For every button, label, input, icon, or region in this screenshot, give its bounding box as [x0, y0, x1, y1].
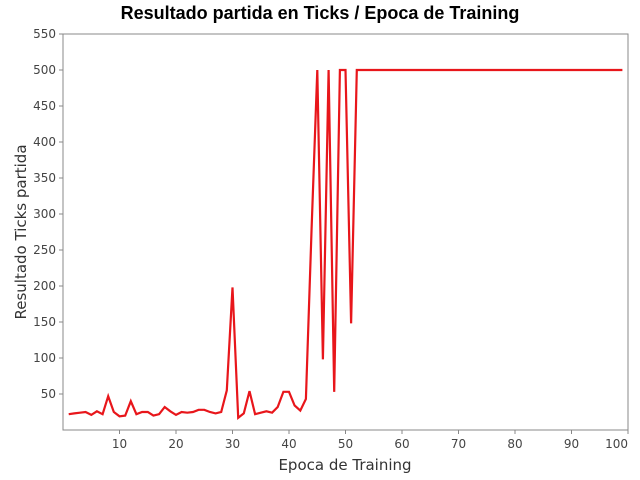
x-tick-label: 10 — [112, 437, 127, 451]
y-tick-label: 250 — [33, 243, 56, 257]
x-tick-label: 70 — [451, 437, 466, 451]
x-tick-label: 40 — [281, 437, 296, 451]
y-axis: 50 100 150 200 250 300 350 400 450 500 550 — [33, 27, 63, 401]
y-tick-label: 50 — [41, 387, 56, 401]
y-tick-label: 100 — [33, 351, 56, 365]
x-tick-label: 100 — [605, 437, 628, 451]
x-tick-label: 60 — [394, 437, 409, 451]
y-tick-label: 300 — [33, 207, 56, 221]
x-axis-label: Epoca de Training — [278, 456, 411, 474]
x-tick-label: 90 — [564, 437, 579, 451]
y-tick-label: 550 — [33, 27, 56, 41]
y-tick-label: 150 — [33, 315, 56, 329]
y-axis-label: Resultado Ticks partida — [12, 144, 30, 319]
x-tick-label: 50 — [338, 437, 353, 451]
x-tick-label: 30 — [225, 437, 240, 451]
y-tick-label: 200 — [33, 279, 56, 293]
x-tick-label: 80 — [507, 437, 522, 451]
series-layer — [68, 68, 623, 420]
y-tick-label: 350 — [33, 171, 56, 185]
series-line-0 — [68, 68, 623, 420]
chart-title: Resultado partida en Ticks / Epoca de Tr… — [121, 3, 520, 23]
x-axis: 10 20 30 40 50 60 70 80 90 100 — [112, 430, 629, 451]
y-tick-label: 450 — [33, 99, 56, 113]
y-tick-label: 500 — [33, 63, 56, 77]
y-tick-label: 400 — [33, 135, 56, 149]
x-tick-label: 20 — [168, 437, 183, 451]
